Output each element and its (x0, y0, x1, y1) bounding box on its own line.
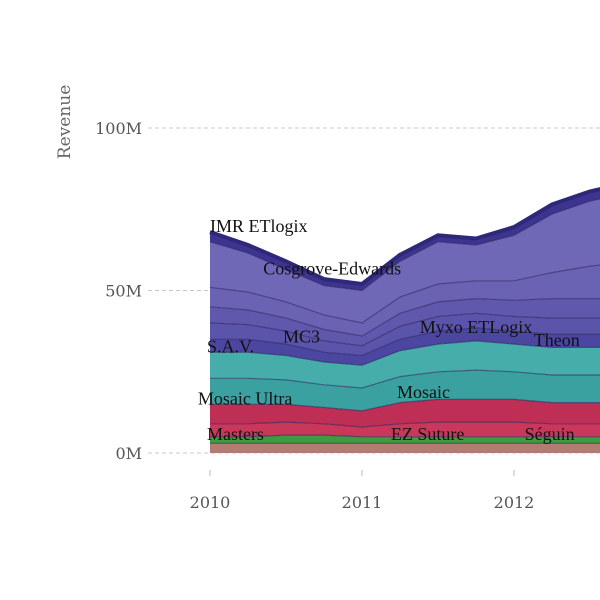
series-label: Masters (207, 424, 264, 444)
series-label: EZ Suture (391, 424, 465, 444)
area-series-group (210, 189, 600, 453)
series-line-6 (210, 327, 600, 357)
series-label: Séguin (525, 424, 575, 444)
y-axis-title: Revenue (55, 85, 75, 159)
series-line-7 (209, 312, 600, 347)
series-line-1 (210, 434, 600, 438)
series-line-2 (210, 421, 600, 428)
area-series-8 (210, 298, 600, 346)
x-tick-label: 2010 (190, 493, 231, 512)
area-series-2 (210, 422, 600, 437)
area-series-10 (210, 198, 600, 323)
series-line-10 (209, 198, 600, 292)
area-series-4 (210, 370, 600, 411)
series-line-4 (210, 369, 600, 389)
series-line-8 (209, 297, 600, 337)
series-label: Theon (534, 330, 580, 350)
series-line-9 (209, 264, 600, 324)
series-label: Mosaic (397, 382, 450, 402)
area-series-0 (210, 443, 600, 453)
series-label: Mosaic Ultra (198, 388, 292, 408)
x-tick-label: 2011 (342, 493, 383, 512)
series-label: Cosgrove-Edwards (263, 258, 401, 278)
series-line-11 (209, 187, 600, 287)
series-line-5 (210, 340, 600, 366)
series-label: MC3 (283, 327, 320, 347)
y-tick-label: 50M (105, 282, 142, 301)
y-tick-label: 100M (95, 119, 142, 138)
area-series-9 (210, 265, 600, 336)
series-labels: IMR ETlogix Cosgrove-Edwards S.A.V. MC3 Myxo… (198, 216, 580, 444)
x-axis: 2010 2011 2012 (190, 470, 535, 512)
area-series-7 (210, 313, 600, 356)
y-axis: 0M 50M 100M (95, 119, 142, 463)
area-series-5 (210, 340, 600, 388)
series-boundary-lines (209, 187, 600, 444)
series-label: IMR ETlogix (210, 216, 308, 236)
x-tick-label: 2012 (494, 493, 535, 512)
series-line-3 (210, 398, 600, 412)
area-series-6 (210, 327, 600, 366)
y-tick-label: 0M (115, 444, 142, 463)
series-label: Myxo ETLogix (420, 317, 533, 337)
series-label: S.A.V. (207, 336, 254, 356)
